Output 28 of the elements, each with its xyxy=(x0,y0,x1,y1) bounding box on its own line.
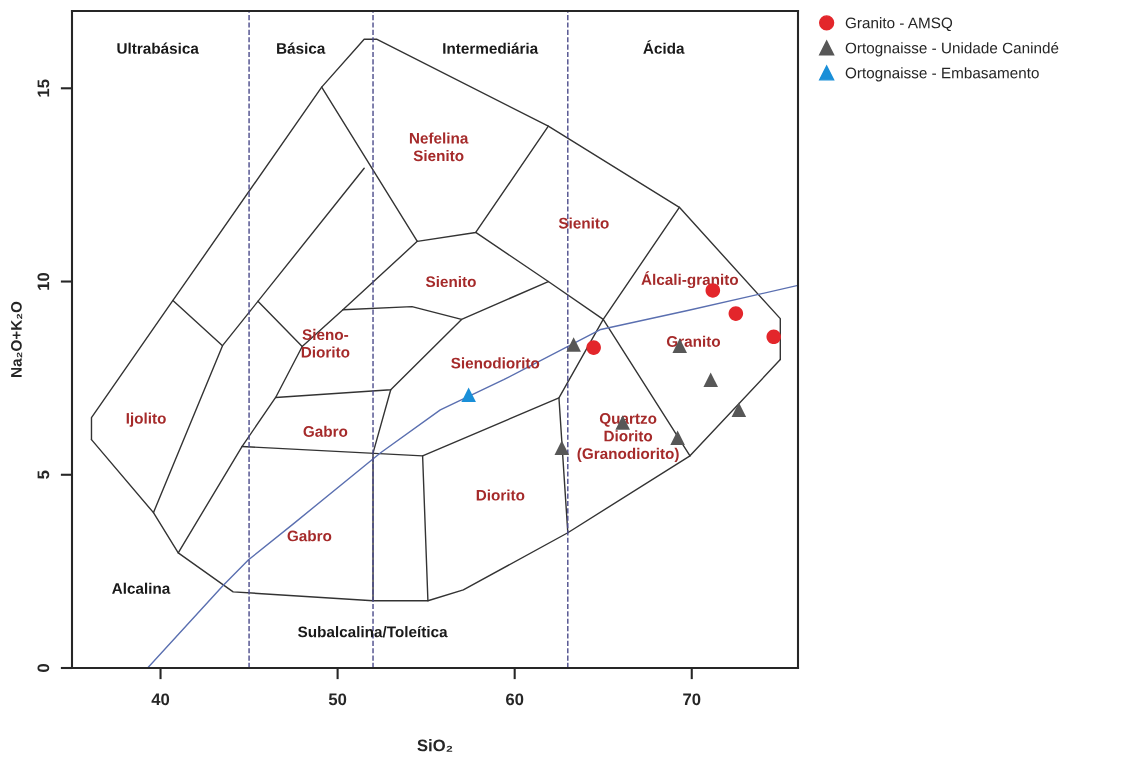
annotation: Básica xyxy=(277,42,326,54)
annotation: Sienito xyxy=(425,275,476,288)
x-axis-title: SiO₂ xyxy=(417,739,453,752)
annotation: Gabro xyxy=(303,425,348,437)
x-tick-label: 70 xyxy=(683,693,701,706)
annotation: Ultrabásica xyxy=(117,42,199,54)
annotation: Alcalina xyxy=(112,582,171,594)
legend-label: Granito - AMSQ xyxy=(845,17,953,32)
x-tick-label: 50 xyxy=(328,693,347,706)
legend-label: Ortognaisse - Unidade Canindé xyxy=(845,42,1059,57)
annotation: Sienito xyxy=(558,217,609,229)
annotation: Sienodiorito xyxy=(451,357,540,369)
annotation: Álcali-granito xyxy=(641,271,739,289)
annotation: Gabro xyxy=(287,530,332,542)
legend-label: Ortognaisse - Embasamento xyxy=(845,67,1039,82)
annotation: Subalcalina/Toleítica xyxy=(298,625,448,638)
annotation: Ácida xyxy=(643,40,685,54)
annotation: Ijolito xyxy=(126,412,166,427)
y-tick-label: 15 xyxy=(37,79,50,97)
annotation: Intermediária xyxy=(443,42,539,54)
y-axis-title: Na₂O+K₂O xyxy=(10,301,23,377)
annotation: Nefelina Sienito xyxy=(409,132,469,162)
x-tick-label: 60 xyxy=(506,693,524,706)
y-tick-label: 0 xyxy=(37,664,50,672)
annotation: Diorito xyxy=(476,489,525,501)
x-tick-label: 40 xyxy=(151,693,170,706)
y-tick-label: 5 xyxy=(37,470,50,479)
y-tick-label: 10 xyxy=(37,272,50,290)
